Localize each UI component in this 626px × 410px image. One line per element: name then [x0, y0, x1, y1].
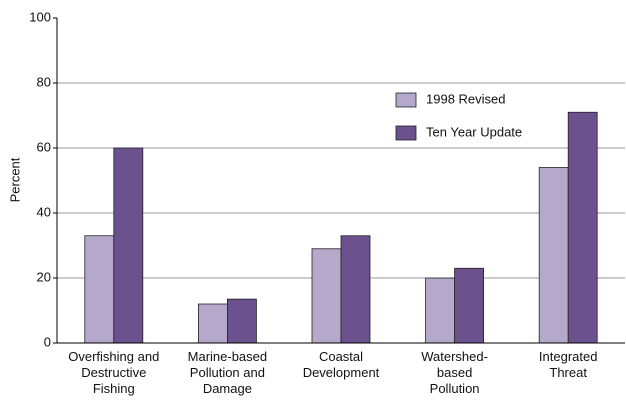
y-tick-label: 0 [44, 334, 51, 349]
bar [454, 267, 485, 344]
bar [113, 147, 144, 344]
legend-swatch [395, 92, 417, 108]
y-tick-label: 80 [37, 74, 51, 89]
x-tick-label: Integrated Threat [538, 349, 598, 380]
bar [425, 277, 456, 344]
legend-label: Ten Year Update [426, 124, 522, 139]
y-axis-label: Percent [7, 157, 22, 202]
x-tick-label: Coastal Development [302, 349, 380, 380]
x-tick-label: Watershed- based Pollution [421, 349, 488, 396]
x-tick-label: Overfishing and Destructive Fishing [68, 349, 160, 396]
bar [538, 167, 569, 344]
bar [197, 303, 228, 344]
bar [84, 235, 115, 344]
y-tick-label: 100 [29, 9, 51, 24]
x-tick-label: Marine-based Pollution and Damage [187, 349, 268, 396]
bar [340, 235, 371, 344]
legend-swatch [395, 125, 417, 141]
y-tick-label: 20 [37, 269, 51, 284]
bar [226, 298, 257, 344]
y-tick-label: 60 [37, 139, 51, 154]
y-tick-label: 40 [37, 204, 51, 219]
bar [311, 248, 342, 344]
legend-label: 1998 Revised [426, 91, 506, 106]
bar [567, 111, 598, 344]
